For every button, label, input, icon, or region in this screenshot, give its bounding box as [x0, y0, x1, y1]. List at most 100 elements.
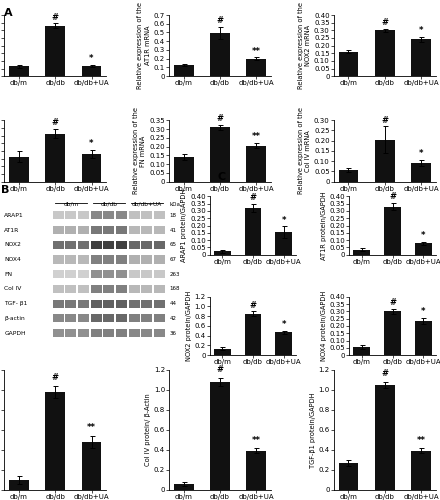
Bar	[91, 226, 102, 234]
Bar	[154, 329, 165, 337]
Bar	[129, 285, 139, 293]
Text: db/db: db/db	[100, 201, 117, 206]
Text: 42: 42	[169, 316, 176, 321]
Text: #: #	[389, 298, 396, 308]
Bar	[375, 140, 395, 181]
Bar	[174, 157, 194, 182]
Text: #: #	[216, 114, 224, 123]
Bar	[154, 226, 165, 234]
Bar	[53, 329, 63, 337]
Text: #: #	[389, 192, 396, 201]
Bar	[103, 314, 114, 322]
Bar	[103, 212, 114, 220]
Bar	[66, 300, 76, 308]
Bar	[129, 329, 139, 337]
Y-axis label: Col IV protein/ β-Actin: Col IV protein/ β-Actin	[145, 394, 151, 466]
Bar	[78, 314, 89, 322]
Bar	[116, 270, 127, 278]
Bar	[245, 208, 261, 254]
Bar	[353, 250, 370, 254]
Bar	[129, 300, 139, 308]
Bar	[81, 154, 102, 182]
Text: 41: 41	[169, 228, 176, 232]
Text: 168: 168	[169, 286, 180, 292]
Text: FN: FN	[4, 272, 12, 276]
Bar	[154, 256, 165, 264]
Y-axis label: Relative expression of the
FN mRNA: Relative expression of the FN mRNA	[133, 108, 147, 194]
Bar	[45, 134, 65, 182]
Bar	[53, 256, 63, 264]
Text: **: **	[87, 424, 96, 432]
Bar	[81, 66, 102, 76]
Text: #: #	[249, 193, 257, 202]
Bar	[415, 321, 432, 355]
Bar	[384, 206, 401, 254]
Bar	[129, 256, 139, 264]
Bar	[91, 329, 102, 337]
Bar	[246, 146, 266, 182]
Bar	[91, 285, 102, 293]
Bar	[9, 156, 29, 182]
Bar	[81, 442, 102, 490]
Bar	[103, 256, 114, 264]
Text: db/m: db/m	[63, 201, 78, 206]
Text: *: *	[89, 140, 94, 148]
Bar	[103, 285, 114, 293]
Text: 18: 18	[169, 213, 176, 218]
Text: C: C	[218, 172, 226, 182]
Bar	[214, 251, 231, 254]
Bar	[129, 314, 139, 322]
Text: *: *	[419, 26, 423, 36]
Bar	[154, 270, 165, 278]
Bar	[45, 392, 65, 490]
Bar	[116, 329, 127, 337]
Text: GAPDH: GAPDH	[4, 330, 26, 336]
Text: 44: 44	[169, 301, 176, 306]
Bar	[53, 241, 63, 249]
Y-axis label: NOX2 protein/GAPDH: NOX2 protein/GAPDH	[186, 291, 192, 361]
Bar	[103, 270, 114, 278]
Y-axis label: Relative expression of the
AT1R mRNA: Relative expression of the AT1R mRNA	[137, 2, 151, 89]
Y-axis label: Relative expression of the
Col IV mRNA: Relative expression of the Col IV mRNA	[298, 108, 311, 194]
Text: #: #	[216, 366, 224, 374]
Bar	[53, 270, 63, 278]
Bar	[66, 241, 76, 249]
Text: #: #	[216, 16, 224, 26]
Bar	[129, 226, 139, 234]
Bar	[53, 212, 63, 220]
Bar	[9, 66, 29, 76]
Bar	[78, 256, 89, 264]
Text: A: A	[4, 8, 13, 18]
Text: 263: 263	[169, 272, 180, 276]
Bar	[375, 30, 395, 76]
Bar	[91, 270, 102, 278]
Bar	[275, 232, 292, 254]
Bar	[154, 300, 165, 308]
Bar	[116, 226, 127, 234]
Text: #: #	[381, 18, 388, 27]
Bar	[154, 241, 165, 249]
Bar	[91, 212, 102, 220]
Bar	[103, 329, 114, 337]
Bar	[66, 212, 76, 220]
Bar	[129, 212, 139, 220]
Bar	[141, 241, 152, 249]
Bar	[78, 212, 89, 220]
Bar	[338, 52, 359, 76]
Text: AT1R: AT1R	[4, 228, 20, 232]
Text: db/db+UA: db/db+UA	[132, 201, 162, 206]
Y-axis label: TGF-β1 protein/GAPDH: TGF-β1 protein/GAPDH	[310, 392, 316, 468]
Bar	[141, 256, 152, 264]
Text: NOX4: NOX4	[4, 257, 21, 262]
Text: *: *	[282, 216, 286, 224]
Text: #: #	[52, 374, 59, 382]
Text: Col IV: Col IV	[4, 286, 22, 292]
Text: **: **	[417, 436, 425, 445]
Bar	[210, 382, 230, 490]
Bar	[338, 170, 359, 181]
Bar	[78, 270, 89, 278]
Bar	[78, 329, 89, 337]
Bar	[214, 349, 231, 355]
Bar	[91, 314, 102, 322]
Bar	[53, 226, 63, 234]
